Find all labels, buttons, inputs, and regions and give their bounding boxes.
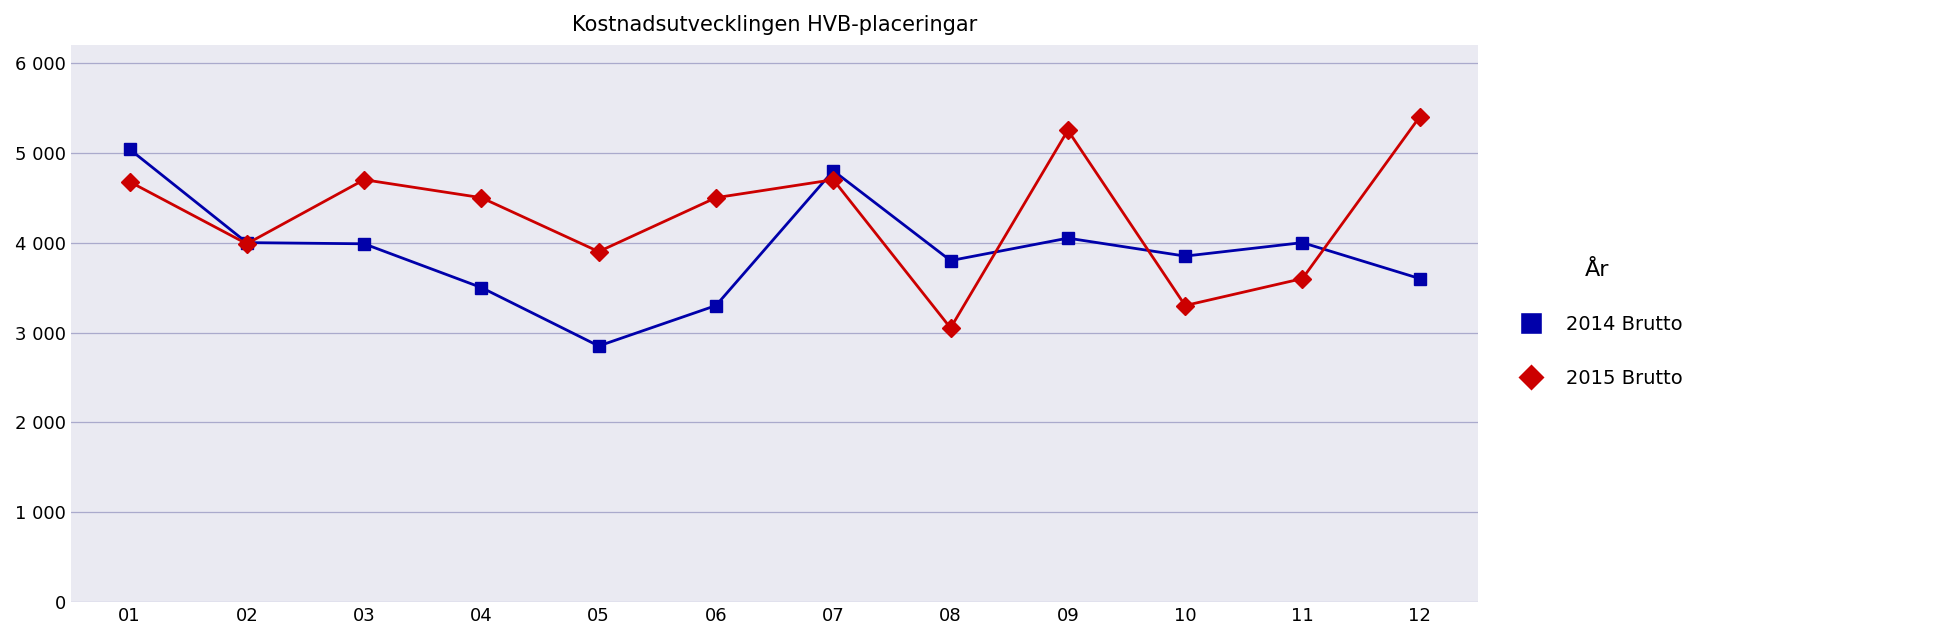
2014 Brutto	[352, 240, 375, 248]
2014 Brutto	[705, 301, 728, 309]
Line: 2015 Brutto: 2015 Brutto	[123, 111, 1426, 334]
2014 Brutto	[822, 167, 846, 175]
2014 Brutto	[939, 257, 963, 264]
2014 Brutto	[1408, 275, 1432, 282]
2014 Brutto	[234, 239, 258, 246]
Line: 2014 Brutto: 2014 Brutto	[123, 143, 1426, 352]
2015 Brutto	[234, 240, 258, 248]
2015 Brutto	[1057, 127, 1080, 134]
2015 Brutto	[1291, 275, 1314, 282]
2015 Brutto	[705, 194, 728, 202]
2014 Brutto	[469, 284, 492, 291]
2015 Brutto	[352, 176, 375, 184]
2015 Brutto	[1408, 113, 1432, 120]
2014 Brutto	[1057, 234, 1080, 242]
2014 Brutto	[117, 145, 141, 153]
2015 Brutto	[822, 176, 846, 184]
2014 Brutto	[1174, 252, 1197, 260]
2014 Brutto	[1291, 239, 1314, 246]
2015 Brutto	[1174, 301, 1197, 309]
2015 Brutto	[939, 324, 963, 332]
2015 Brutto	[469, 194, 492, 202]
2015 Brutto	[588, 248, 611, 255]
Legend: 2014 Brutto, 2015 Brutto: 2014 Brutto, 2015 Brutto	[1502, 250, 1693, 397]
2015 Brutto	[117, 178, 141, 186]
2014 Brutto	[588, 342, 611, 350]
Title: Kostnadsutvecklingen HVB-placeringar: Kostnadsutvecklingen HVB-placeringar	[572, 15, 976, 35]
